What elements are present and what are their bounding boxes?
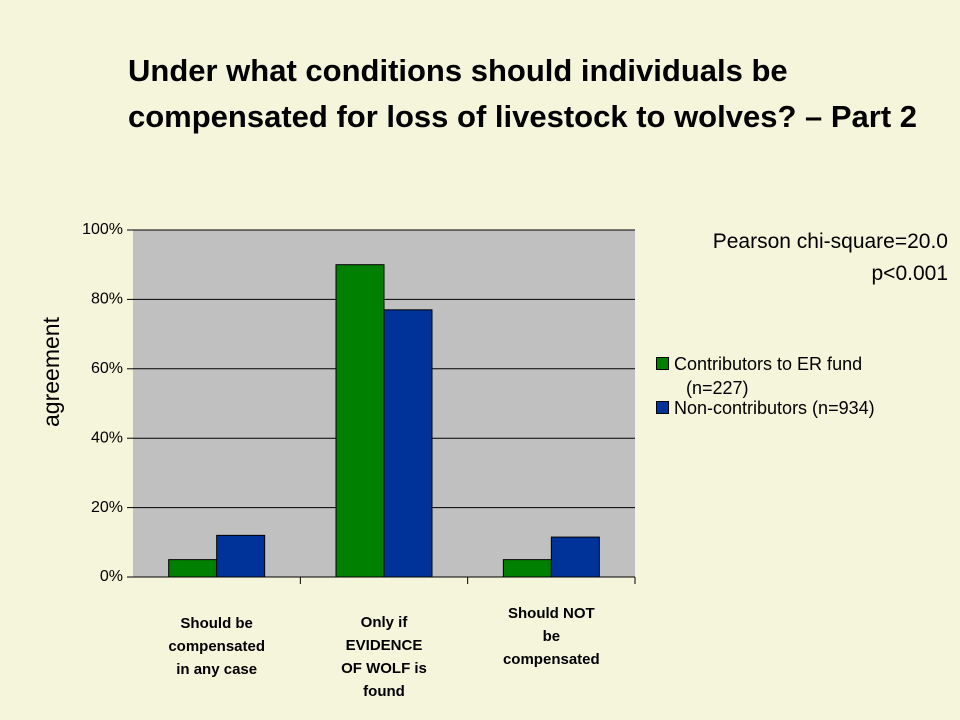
legend: Contributors to ER fund (n=227) Non-contri… <box>656 352 946 420</box>
bar-contributors <box>335 264 385 578</box>
y-tick-label: 0% <box>100 568 123 585</box>
x-category-label: Should be compensated in any case <box>168 615 265 678</box>
bar-non-contributors <box>216 534 266 578</box>
y-tick-labels: 0% 20% 40% 60% 80% 100% <box>82 221 123 585</box>
y-tick-label: 40% <box>91 429 123 446</box>
statistics-annotation: Pearson chi-square=20.0 p<0.001 <box>588 226 948 290</box>
p-value-text: p<0.001 <box>871 262 949 285</box>
y-tick-label: 20% <box>91 499 123 516</box>
y-tick-label: 60% <box>91 360 123 377</box>
x-category-labels: Should be compensated in any case Only if EV… <box>168 605 599 700</box>
legend-swatch <box>656 401 669 414</box>
y-axis-label: agreement <box>38 316 64 427</box>
legend-item-contributors: Contributors to ER fund (n=227) <box>656 352 946 400</box>
bar-contributors <box>168 559 218 578</box>
bar-contributors <box>502 559 552 578</box>
bar-non-contributors <box>383 309 433 578</box>
legend-swatch <box>656 357 669 370</box>
axes <box>127 229 636 584</box>
chart-title: Under what conditions should individuals… <box>128 53 918 134</box>
legend-label: Non-contributors (n=934) <box>674 398 875 418</box>
y-tick-label: 100% <box>82 221 123 238</box>
legend-item-non-contributors: Non-contributors (n=934) <box>656 396 946 420</box>
bar-non-contributors <box>550 536 600 578</box>
x-category-label: Only if EVIDENCE OF WOLF is found <box>341 614 427 700</box>
legend-label: (n=227) <box>686 378 749 398</box>
y-tick-label: 80% <box>91 291 123 308</box>
legend-label: Contributors to ER fund <box>674 354 863 374</box>
bars <box>168 264 600 578</box>
x-category-label: Should NOT be compensated <box>503 605 600 668</box>
chi-square-text: Pearson chi-square=20.0 <box>712 230 948 253</box>
